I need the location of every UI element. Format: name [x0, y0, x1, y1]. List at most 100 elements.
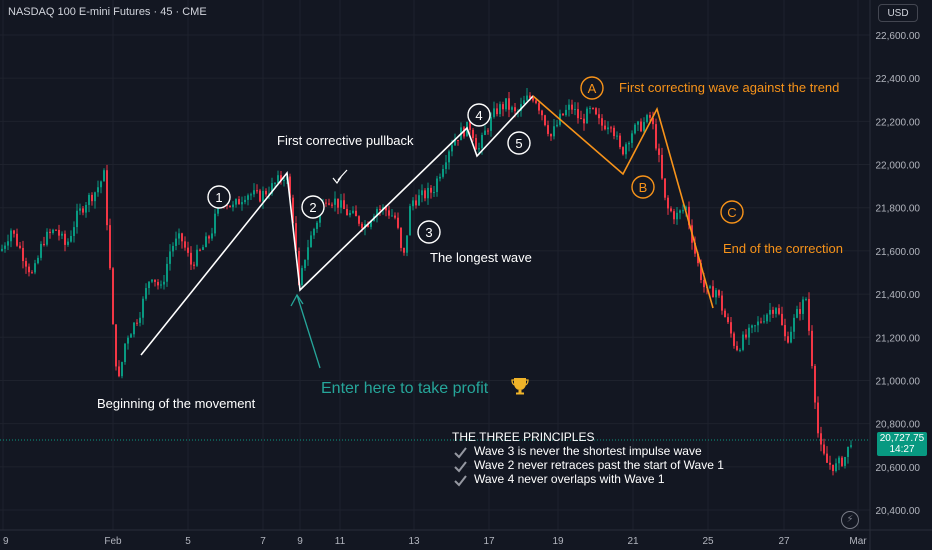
- candle-body: [820, 433, 822, 445]
- candle-body: [487, 130, 489, 132]
- candle-body: [793, 317, 795, 332]
- candle-body: [526, 95, 528, 101]
- candle-body: [16, 233, 18, 246]
- candle-body: [658, 148, 660, 155]
- enter-arrow: [296, 294, 321, 369]
- candle-body: [601, 118, 603, 126]
- candle-body: [502, 104, 504, 110]
- candle-body: [400, 227, 402, 248]
- candle-body: [682, 210, 684, 212]
- candle-body: [787, 336, 789, 343]
- candle-body: [445, 162, 447, 169]
- candle-body: [358, 216, 360, 224]
- candle-body: [46, 231, 48, 245]
- candle-body: [172, 245, 174, 252]
- candle-body: [331, 204, 333, 206]
- candle-body: [52, 229, 54, 233]
- candle-body: [565, 109, 567, 116]
- lightning-icon[interactable]: ⚡: [841, 511, 859, 529]
- candle-body: [73, 227, 75, 236]
- candle-body: [379, 209, 381, 211]
- candle-body: [232, 204, 234, 208]
- candle-body: [829, 462, 831, 465]
- candle-body: [301, 268, 303, 286]
- candle-body: [70, 235, 72, 242]
- candle-body: [271, 183, 273, 194]
- enter-arrowhead: [290, 293, 304, 307]
- candle-body: [760, 321, 762, 323]
- candle-body: [646, 115, 648, 123]
- candle-body: [247, 195, 249, 200]
- checkmark-icon: [454, 447, 467, 459]
- svg-text:A: A: [588, 81, 597, 96]
- candle-body: [1, 248, 3, 251]
- candle-body: [316, 222, 318, 229]
- candle-body: [355, 210, 357, 217]
- grid-lines: [0, 0, 870, 530]
- candle-body: [436, 178, 438, 193]
- candle-body: [406, 235, 408, 253]
- candle-body: [604, 125, 606, 130]
- candle-body: [850, 445, 852, 447]
- beginning-label: Beginning of the movement: [97, 396, 256, 411]
- candle-body: [844, 456, 846, 466]
- candle-body: [739, 349, 741, 351]
- candle-body: [667, 197, 669, 209]
- candle-body: [625, 144, 627, 155]
- price-tick-label: 22,000.00: [876, 161, 921, 172]
- candle-body: [532, 98, 534, 101]
- candle-body: [508, 98, 510, 110]
- candle-body: [157, 281, 159, 286]
- candle-body: [193, 264, 195, 266]
- wave-4-marker: 4: [467, 103, 491, 127]
- candle-body: [253, 190, 255, 195]
- candle-body: [802, 299, 804, 314]
- candle-body: [25, 261, 27, 267]
- candle-body: [478, 148, 480, 150]
- candle-body: [538, 103, 540, 111]
- candle-body: [835, 463, 837, 472]
- candle-body: [49, 231, 51, 233]
- candle-body: [553, 126, 555, 137]
- candle-body: [643, 122, 645, 132]
- candle-body: [688, 206, 690, 226]
- candle-body: [727, 317, 729, 323]
- svg-text:C: C: [727, 205, 736, 220]
- candle-body: [772, 309, 774, 314]
- candle-body: [361, 223, 363, 229]
- candle-body: [280, 175, 282, 181]
- candle-body: [130, 334, 132, 338]
- candle-body: [97, 187, 99, 193]
- candle-body: [121, 362, 123, 377]
- price-tick-label: 20,600.00: [876, 463, 921, 474]
- principle-1: Wave 3 is never the shortest impulse wav…: [454, 444, 702, 459]
- candle-body: [166, 263, 168, 282]
- candle-body: [139, 317, 141, 323]
- candle-body: [529, 95, 531, 99]
- symbol-title[interactable]: NASDAQ 100 E-mini Futures · 45 · CME: [8, 6, 207, 18]
- candle-body: [415, 200, 417, 206]
- wave-c-marker: C: [720, 200, 744, 224]
- price-axis[interactable]: 22,600.00 22,400.00 22,200.00 22,000.00 21,8…: [876, 31, 921, 517]
- candle-body: [754, 325, 756, 327]
- candle-body: [535, 100, 537, 104]
- candle-body: [763, 321, 765, 323]
- candle-body: [841, 457, 843, 466]
- time-tick-label: Feb: [104, 536, 122, 547]
- candle-body: [676, 212, 678, 220]
- candle-body: [649, 115, 651, 118]
- candle-body: [805, 298, 807, 300]
- currency-button[interactable]: USD: [878, 4, 918, 22]
- candle-body: [265, 190, 267, 195]
- price-tick-label: 22,600.00: [876, 31, 921, 42]
- candle-body: [346, 208, 348, 216]
- candle-body: [751, 325, 753, 328]
- time-axis[interactable]: 9 Feb 5 7 9 11 13 17 19 21 25 27 Mar: [3, 536, 867, 547]
- price-tick-label: 22,200.00: [876, 117, 921, 128]
- candle-body: [730, 322, 732, 334]
- candle-body: [154, 279, 156, 282]
- candles: [1, 88, 852, 476]
- candle-body: [115, 324, 117, 367]
- candle-body: [292, 197, 294, 224]
